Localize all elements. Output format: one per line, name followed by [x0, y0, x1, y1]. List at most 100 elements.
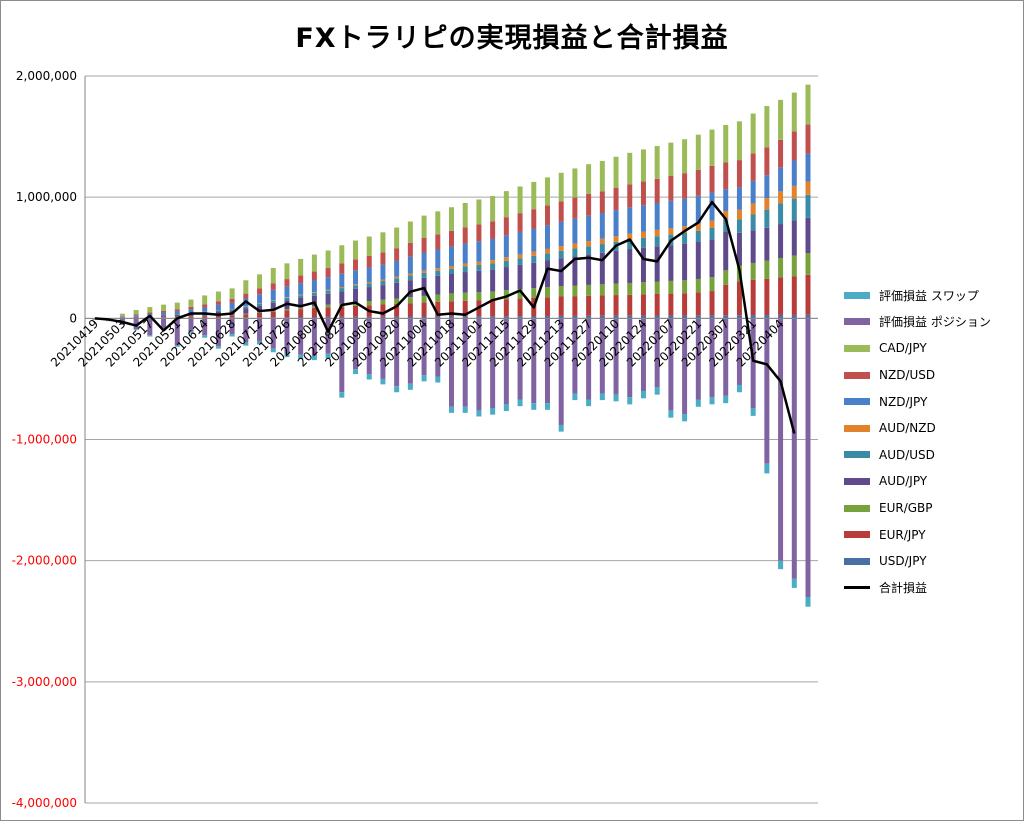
- legend-swatch: [844, 398, 870, 406]
- bar-segment: [805, 314, 811, 319]
- bar-segment: [462, 318, 468, 407]
- bar-segment: [627, 249, 633, 283]
- bar-segment: [682, 280, 688, 294]
- bar-segment: [736, 160, 742, 188]
- bar-segment: [627, 282, 633, 295]
- bar-segment: [682, 293, 688, 316]
- bar-segment: [613, 318, 619, 395]
- bar-segment: [380, 299, 386, 305]
- bar-segment: [544, 287, 550, 298]
- bar-segment: [682, 318, 688, 415]
- bar-segment: [380, 279, 386, 282]
- y-tick-label: -2,000,000: [12, 554, 77, 568]
- bar-segment: [243, 342, 249, 346]
- bar-segment: [119, 324, 125, 325]
- bar-segment: [133, 314, 139, 316]
- bar-segment: [627, 207, 633, 234]
- bar-segment: [695, 399, 701, 407]
- bar-segment: [243, 314, 249, 318]
- bar-segment: [325, 304, 331, 308]
- bar-segment: [682, 315, 688, 319]
- bar-segment: [133, 309, 139, 315]
- bar-segment: [284, 297, 290, 301]
- bar-segment: [640, 237, 646, 248]
- bar-segment: [366, 255, 372, 268]
- bar-segment: [476, 270, 482, 293]
- bar-segment: [174, 309, 180, 312]
- bar-segment: [147, 307, 153, 313]
- bar-segment: [627, 294, 633, 316]
- bar-segment: [517, 318, 523, 400]
- bar-segment: [462, 292, 468, 301]
- bar-segment: [791, 255, 797, 277]
- bar-segment: [599, 295, 605, 316]
- bar-segment: [654, 146, 660, 179]
- bar-segment: [586, 295, 592, 316]
- bar-segment: [325, 290, 331, 294]
- legend-swatch: [844, 504, 870, 512]
- bar-segment: [531, 403, 537, 410]
- bar-segment: [599, 160, 605, 192]
- bar-segment: [339, 316, 345, 319]
- bar-segment: [133, 315, 139, 317]
- bar-segment: [709, 227, 715, 240]
- bar-segment: [586, 241, 592, 247]
- bar-segment: [462, 316, 468, 319]
- bar-segment: [311, 307, 317, 318]
- bar-segment: [435, 249, 441, 269]
- bar-segment: [270, 283, 276, 290]
- bar-segment: [257, 288, 263, 295]
- bar-segment: [435, 316, 441, 319]
- bar-segment: [449, 316, 454, 319]
- bar-segment: [613, 283, 619, 296]
- bar-segment: [476, 318, 482, 411]
- bar-segment: [353, 259, 359, 271]
- bar-segment: [161, 317, 167, 318]
- bar-segment: [202, 335, 208, 338]
- bar-segment: [764, 260, 770, 279]
- bar-segment: [682, 414, 688, 422]
- bar-segment: [613, 394, 619, 402]
- bar-segment: [270, 318, 276, 349]
- bar-segment: [791, 276, 797, 315]
- bar-segment: [435, 211, 441, 235]
- bar-segment: [243, 313, 249, 315]
- bar-segment: [544, 260, 550, 288]
- bar-segment: [161, 310, 167, 313]
- bar-segment: [750, 318, 756, 408]
- bar-segment: [490, 407, 496, 415]
- bar-segment: [709, 239, 715, 278]
- bar-segment: [558, 286, 564, 297]
- bar-segment: [668, 142, 674, 176]
- bar-segment: [325, 277, 331, 290]
- bar-segment: [503, 299, 509, 317]
- bar-segment: [339, 273, 345, 288]
- bar-segment: [421, 252, 427, 271]
- bar-segment: [202, 316, 208, 318]
- bar-segment: [476, 241, 482, 262]
- bar-segment: [654, 236, 660, 247]
- bar-segment: [119, 313, 125, 317]
- bar-segment: [558, 424, 564, 432]
- bar-segment: [188, 299, 194, 307]
- bar-segment: [394, 227, 400, 249]
- bar-segment: [805, 153, 811, 182]
- bar-segment: [764, 175, 770, 199]
- bar-segment: [682, 233, 688, 244]
- bar-segment: [449, 246, 454, 266]
- y-tick-label: -3,000,000: [12, 675, 77, 689]
- bar-segment: [119, 316, 125, 317]
- bar-segment: [202, 295, 208, 305]
- bar-segment: [435, 275, 441, 295]
- bar-segment: [243, 317, 249, 319]
- bar-segment: [709, 318, 715, 398]
- bar-segment: [654, 246, 660, 282]
- bar-segment: [394, 298, 400, 304]
- bar-segment: [284, 317, 290, 319]
- bar-segment: [654, 281, 660, 294]
- legend-swatch: [844, 371, 870, 379]
- bar-segment: [750, 279, 756, 316]
- bar-segment: [449, 207, 454, 231]
- bar-segment: [449, 301, 454, 317]
